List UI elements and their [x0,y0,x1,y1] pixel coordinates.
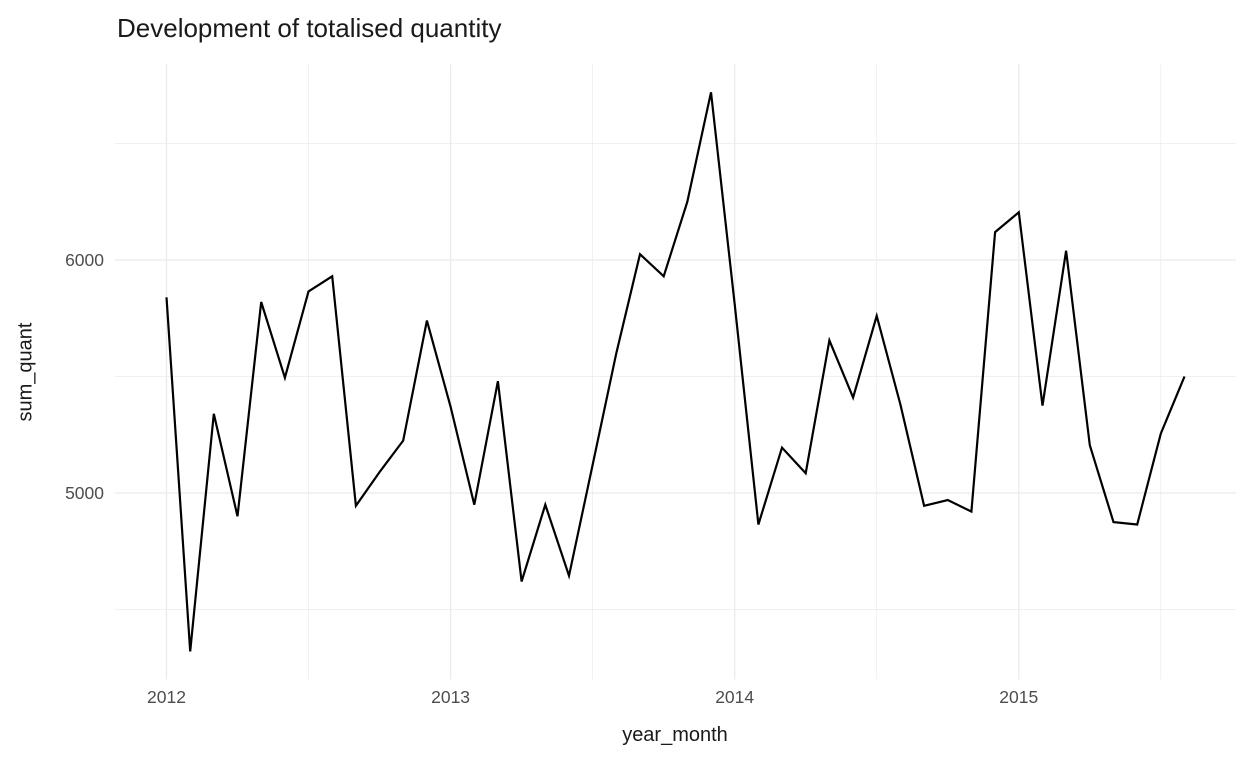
y-tick-label-6000: 6000 [65,250,104,270]
x-tick-label-2012: 2012 [147,687,186,707]
x-tick-label-2014: 2014 [715,687,755,707]
x-axis-title: year_month [622,724,728,746]
series-line [165,92,1186,652]
x-tick-label-2013: 2013 [431,687,471,707]
x-tick-label-2015: 2015 [999,687,1039,707]
chart-title: Development of totalised quantity [117,13,502,43]
y-tick-label-5000: 5000 [65,483,104,503]
y-axis-title: sum_quant [14,322,37,422]
